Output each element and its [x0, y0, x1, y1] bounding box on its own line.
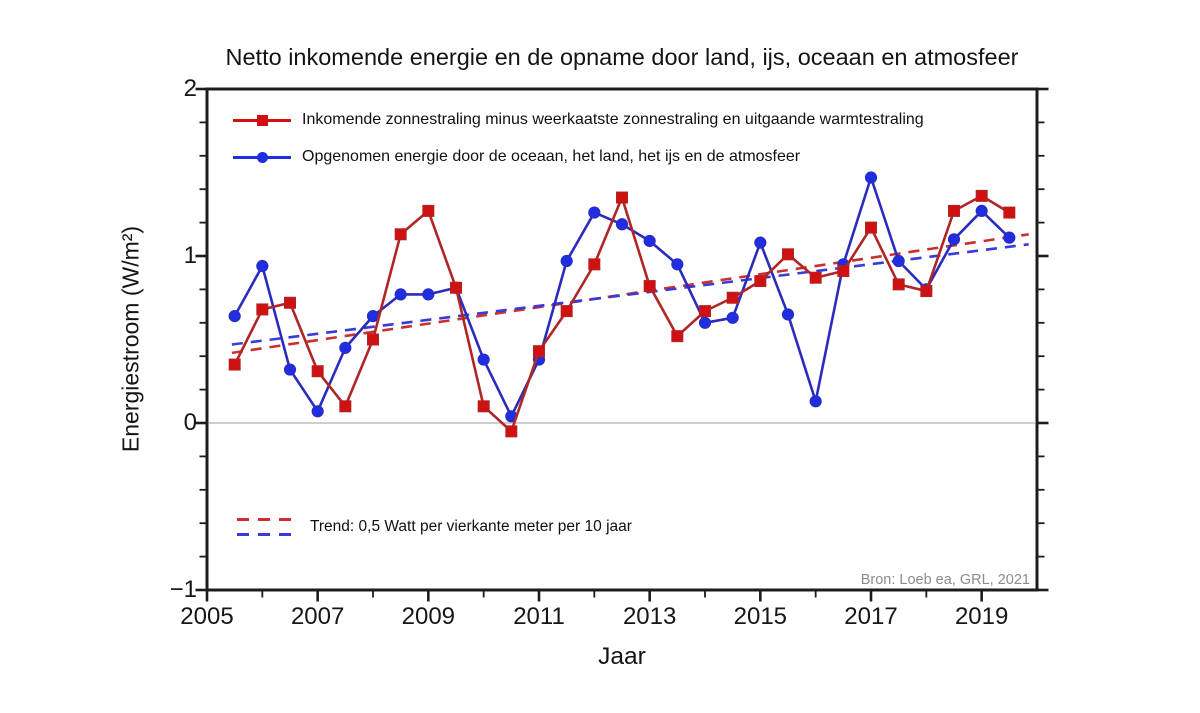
data-point-marker [671, 330, 684, 343]
chart-title: Netto inkomende energie en de opname doo… [225, 44, 1019, 70]
x-tick-label: 2013 [622, 603, 677, 630]
data-point-marker [699, 305, 711, 318]
series-line-0 [233, 194, 1011, 433]
data-point-marker [947, 233, 961, 246]
data-point-marker [505, 425, 518, 438]
legend-item-absorbed-energy: Opgenomen energie door de oceaan, het la… [233, 147, 800, 167]
data-point-marker [948, 204, 960, 217]
data-point-marker [588, 206, 601, 219]
data-point-marker [865, 221, 877, 234]
data-point-marker [726, 311, 739, 324]
plot-frame [205, 87, 1039, 592]
red-line-square-marker-swatch [233, 113, 291, 127]
data-point-marker [643, 234, 656, 248]
data-point-marker [422, 288, 435, 301]
data-point-marker [339, 400, 352, 413]
data-point-marker [892, 254, 905, 268]
trend-blue-dashed-swatch [237, 532, 293, 536]
data-point-marker [726, 291, 739, 304]
legend-label-absorbed-energy: Opgenomen energie door de oceaan, het la… [302, 148, 801, 165]
data-point-marker [615, 218, 629, 231]
data-point-marker [477, 353, 490, 366]
data-point-marker [864, 171, 878, 184]
data-point-marker [450, 281, 462, 294]
data-point-marker [892, 278, 905, 291]
data-point-marker [367, 333, 379, 346]
data-point-marker [975, 189, 988, 202]
x-axis-label: Jaar [598, 643, 646, 670]
data-point-marker [394, 288, 407, 301]
data-point-marker [394, 228, 407, 241]
data-point-marker [643, 280, 656, 293]
data-point-marker [256, 259, 269, 273]
data-point-marker [754, 236, 767, 249]
series-line-1 [233, 176, 1011, 418]
data-point-marker [809, 395, 822, 408]
y-tick-label: −1 [169, 576, 197, 603]
data-point-marker [781, 308, 795, 321]
data-point-marker [920, 285, 933, 298]
data-point-marker [311, 405, 324, 418]
x-tick-label: 2007 [290, 603, 345, 630]
data-point-marker [1003, 206, 1016, 219]
data-point-marker [284, 296, 296, 309]
y-tick-label: 2 [183, 75, 197, 102]
data-point-marker [228, 358, 241, 371]
data-point-marker [477, 400, 490, 413]
legend-label-net-radiation: Inkomende zonnestraling minus weerkaatst… [302, 111, 924, 128]
data-point-marker [588, 258, 601, 271]
blue-line-circle-marker-swatch [233, 150, 291, 164]
x-tick-label: 2017 [844, 603, 898, 630]
data-point-marker [560, 254, 573, 268]
data-point-marker [228, 310, 241, 323]
data-point-marker [782, 248, 794, 261]
data-point-marker [975, 204, 988, 218]
data-point-marker [256, 303, 269, 316]
trend-red-dashed-swatch [237, 517, 293, 521]
legend-item-net-radiation: Inkomende zonnestraling minus weerkaatst… [233, 110, 924, 130]
data-point-marker [283, 363, 297, 376]
x-tick-label: 2005 [180, 603, 234, 630]
data-point-marker [671, 258, 684, 271]
x-tick-label: 2011 [513, 603, 565, 630]
data-point-marker [533, 345, 545, 358]
y-tick-label: 0 [183, 409, 197, 436]
data-point-marker [422, 204, 435, 217]
data-point-marker [311, 365, 324, 378]
data-point-marker [339, 341, 352, 354]
source-note: Bron: Loeb ea, GRL, 2021 [860, 572, 1030, 588]
data-point-marker [560, 305, 573, 318]
data-point-marker [754, 275, 767, 288]
data-point-marker [837, 265, 850, 278]
y-tick-label: 1 [183, 242, 197, 269]
x-tick-label: 2015 [733, 603, 788, 630]
trend-legend-label: Trend: 0,5 Watt per vierkante meter per … [310, 518, 632, 535]
data-point-marker [616, 191, 628, 204]
x-tick-label: 2019 [954, 603, 1009, 630]
x-tick-label: 2009 [401, 603, 456, 630]
data-point-marker [698, 316, 712, 329]
data-point-marker [1003, 231, 1016, 244]
trend-opname [231, 243, 1029, 346]
data-point-marker [809, 271, 822, 284]
